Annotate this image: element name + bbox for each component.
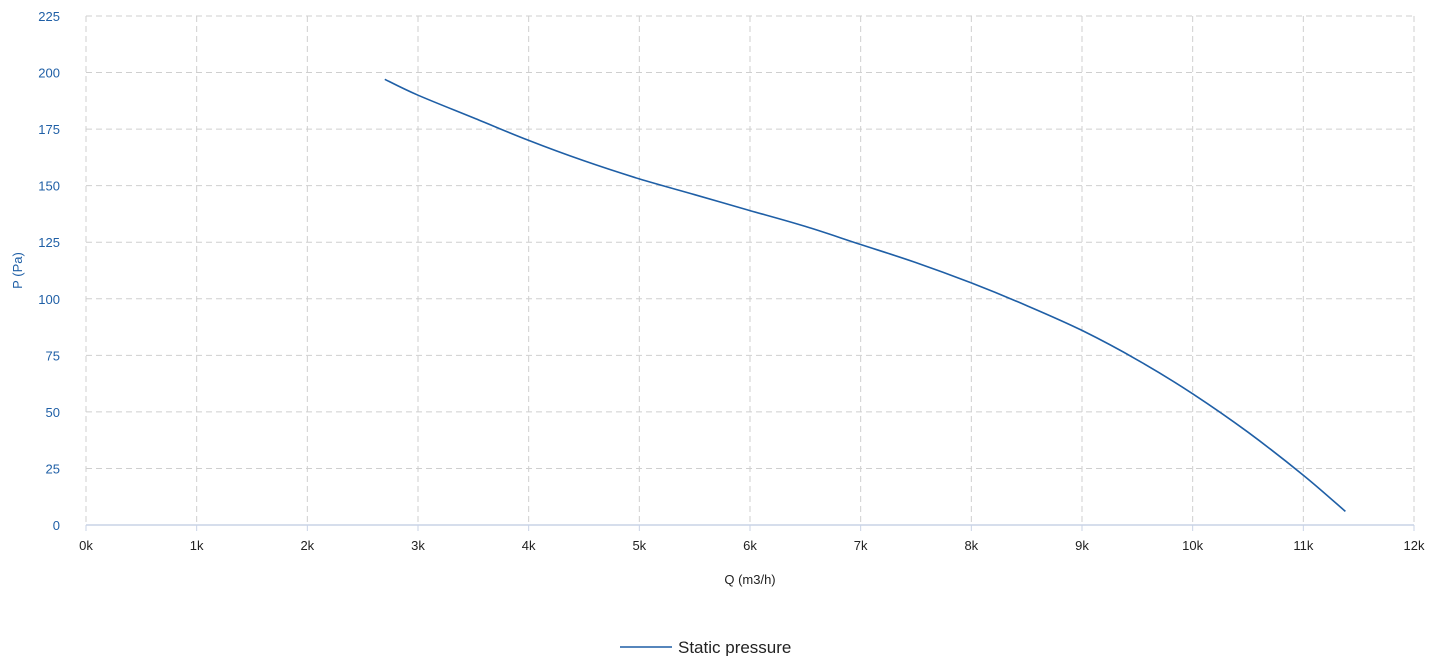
x-tick-label: 11k [1293, 538, 1313, 553]
y-axis-ticks: 0 25 50 75 100 125 150 175 200 225 [38, 9, 60, 533]
y-tick-label: 225 [38, 9, 60, 24]
x-tick-label: 3k [411, 538, 425, 553]
x-tick-label: 12k [1404, 538, 1425, 553]
x-tick-label: 6k [743, 538, 757, 553]
x-tick-label: 10k [1182, 538, 1203, 553]
y-tick-label: 175 [38, 122, 60, 137]
grid-lines [85, 15, 1415, 525]
x-tick-label: 9k [1075, 538, 1089, 553]
y-tick-label: 25 [46, 461, 60, 476]
x-tick-label: 2k [300, 538, 314, 553]
legend[interactable]: Static pressure [620, 638, 791, 656]
series-line-static-pressure [384, 78, 1346, 513]
x-tick-label: 4k [522, 538, 536, 553]
x-axis-title: Q (m3/h) [724, 572, 775, 587]
y-tick-label: 50 [46, 405, 60, 420]
x-tick-label: 0k [79, 538, 93, 553]
series-group [384, 78, 1346, 513]
y-tick-label: 75 [46, 348, 60, 363]
y-tick-label: 125 [38, 235, 60, 250]
y-tick-label: 150 [38, 179, 60, 194]
x-tick-label: 8k [964, 538, 978, 553]
y-tick-label: 200 [38, 66, 60, 81]
y-tick-label: 100 [38, 292, 60, 307]
x-axis-ticks: 0k 1k 2k 3k 4k 5k 6k 7k 8k 9k 10k 11k 12k [79, 525, 1425, 553]
y-tick-label: 0 [53, 518, 60, 533]
y-axis-title: P (Pa) [10, 252, 25, 289]
x-tick-label: 1k [190, 538, 204, 553]
legend-label-static-pressure: Static pressure [678, 638, 791, 656]
x-tick-label: 5k [632, 538, 646, 553]
x-tick-label: 7k [854, 538, 868, 553]
